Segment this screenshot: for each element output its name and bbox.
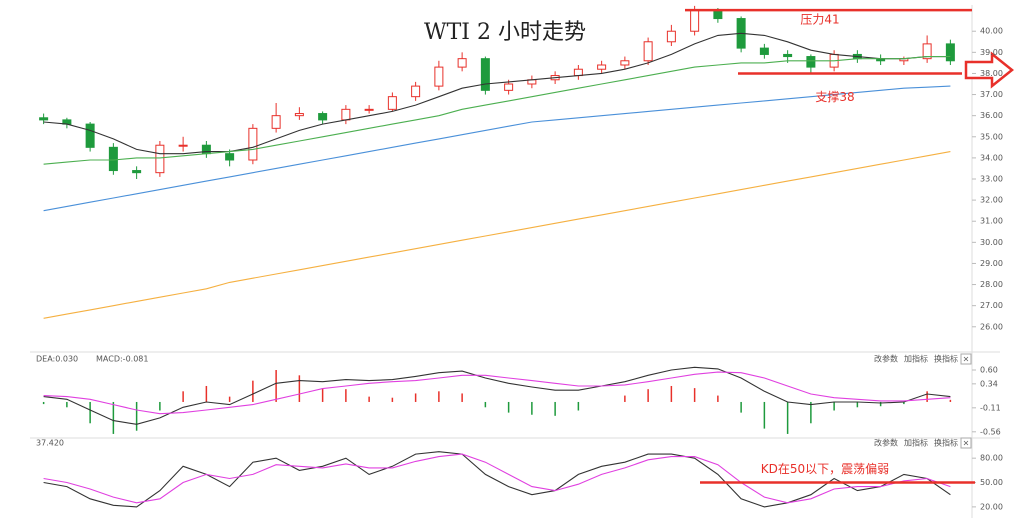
y-tick-label: 37.00 [980,90,1003,99]
close-button[interactable]: × [963,355,970,364]
indicator-line [43,451,951,508]
candle-body [39,117,49,121]
chart-title: WTI 2 小时走势 [424,20,586,45]
candle-body [597,64,607,70]
y-tick-label: 28.00 [980,280,1003,289]
panel-button[interactable]: 换指标 [934,438,958,448]
candle-body [666,30,676,43]
y-tick-label: 0.34 [980,379,998,388]
y-tick-label: 80.00 [980,454,1003,463]
panel-button[interactable]: 改参数 [874,438,898,448]
y-tick-label: 32.00 [980,196,1003,205]
candle-body [690,9,700,32]
candle-body [271,115,281,129]
y-tick-label: 31.00 [980,217,1003,226]
y-tick-label: 27.00 [980,301,1003,310]
y-tick-label: 30.00 [980,238,1003,247]
panel-button[interactable]: 加指标 [904,438,928,448]
candle-body [364,108,374,111]
y-tick-label: 20.00 [980,502,1003,511]
candle-body [922,43,932,60]
candle-body [225,153,235,161]
arrow-icon [964,51,1015,89]
indicator-label: DEA:0.030 [36,355,78,364]
y-tick-label: 50.00 [980,478,1003,487]
candle-body [806,56,816,68]
panel-button[interactable]: 改参数 [874,354,898,364]
y-tick-label: 36.00 [980,111,1003,120]
y-tick-label: 34.00 [980,153,1003,162]
candle-body [480,58,490,91]
indicator-line [43,85,951,212]
candle-body [108,146,118,172]
candle-body [457,58,467,68]
candle-body [759,47,769,55]
indicator-line [43,151,951,319]
candle-body [248,127,258,161]
close-box[interactable] [960,437,972,449]
candle-body [620,60,630,66]
candle-body [387,96,397,110]
panel-button[interactable]: 加指标 [904,354,928,364]
candle-body [318,113,328,121]
indicator-line [43,366,951,425]
y-tick-label: 29.00 [980,259,1003,268]
indicator-label: MACD:-0.081 [96,355,148,364]
indicator-line [43,56,951,165]
candle-body [713,9,723,20]
candle-body [294,113,304,117]
indicator-label: 37.420 [36,439,64,448]
y-tick-label: 38.00 [980,69,1003,78]
indicator-line [43,371,951,415]
indicator-line [43,453,951,504]
y-tick-label: 39.00 [980,48,1003,57]
y-tick-label: 33.00 [980,175,1003,184]
annotation: 支撑38 [815,89,854,104]
y-tick-label: 0.60 [980,365,998,374]
candle-body [643,41,653,62]
candle-body [155,144,165,174]
y-tick-label: 26.00 [980,322,1003,331]
candle-body [178,144,188,147]
y-tick-label: -0.56 [980,427,1001,436]
candle-body [411,85,421,98]
close-box[interactable] [960,353,972,365]
candle-body [132,170,142,174]
candle-body [945,43,955,62]
candle-body [341,108,351,121]
annotation: 压力41 [800,13,839,27]
indicator-line [43,32,951,155]
candle-body [573,68,583,77]
candle-body [85,123,95,148]
candle-body [783,53,793,58]
annotation: KD在50以下，震荡偏弱 [761,461,889,476]
close-button[interactable]: × [963,439,970,448]
panel-button[interactable]: 换指标 [934,354,958,364]
y-tick-label: 35.00 [980,132,1003,141]
y-tick-label: -0.11 [980,403,1001,412]
y-tick-label: 40.00 [980,27,1003,36]
candle-body [434,66,444,87]
candle-body [504,83,514,91]
